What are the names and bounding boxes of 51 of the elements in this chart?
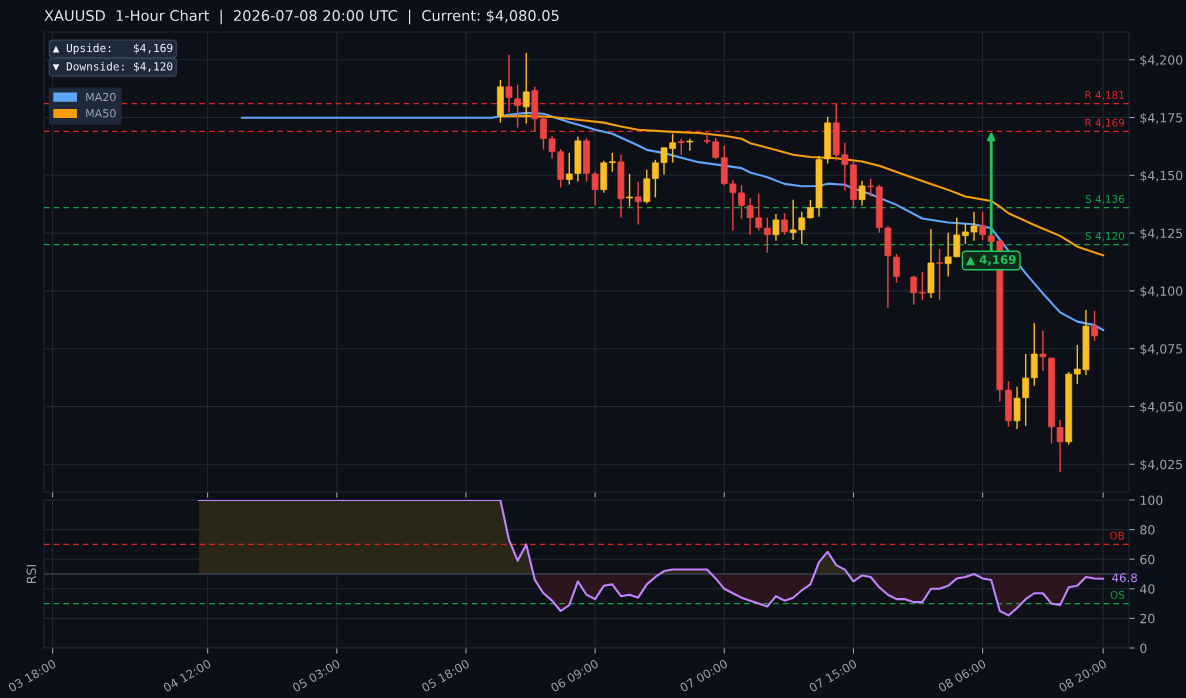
candlestick	[781, 212, 788, 236]
candlestick	[1056, 419, 1064, 473]
y-tick-label: $4,150	[1140, 170, 1183, 182]
y-tick-label: 80	[1140, 525, 1155, 535]
candlestick	[979, 211, 986, 241]
annotation: ▼ Downside: $4,120	[52, 61, 173, 73]
candlestick	[858, 180, 866, 207]
legend-label: MA50	[86, 109, 116, 118]
candlestick	[1030, 322, 1038, 387]
candlestick	[936, 248, 943, 301]
y-axis-title: RSI	[26, 565, 37, 583]
chart-title: XAUUSD 1-Hour Chart | 2026-07-08 20:00 UTC | Current: $4,080.05	[44, 9, 559, 25]
candlestick	[1013, 386, 1021, 430]
y-tick-label: $4,175	[1140, 112, 1183, 125]
y-tick-label: $4,125	[1140, 228, 1183, 240]
candlestick	[772, 213, 780, 242]
y-tick-label: 100	[1140, 495, 1163, 505]
ref-line-label: OB	[1110, 531, 1125, 540]
annotation: ▲ Upside: $4,169	[52, 43, 173, 55]
candlestick	[893, 253, 900, 284]
candlestick	[1022, 353, 1030, 427]
y-tick-label: $4,025	[1140, 459, 1183, 471]
y-tick-label: 40	[1140, 584, 1155, 594]
ref-line-label: S 4,120	[1085, 231, 1125, 241]
candlestick	[514, 84, 521, 129]
candlestick	[626, 173, 633, 208]
candlestick	[686, 138, 694, 152]
y-tick-label: $4,200	[1140, 54, 1183, 67]
y-tick-label: 60	[1140, 554, 1155, 565]
candlestick	[608, 152, 616, 173]
candlestick	[910, 275, 918, 306]
candlestick	[1039, 329, 1047, 372]
ref-line-label: R 4,181	[1085, 90, 1124, 100]
y-tick-label: $4,075	[1140, 343, 1183, 356]
candlestick	[763, 217, 771, 254]
ref-line-label: S 4,136	[1085, 195, 1125, 204]
candlestick	[522, 52, 530, 125]
candlestick	[1091, 310, 1098, 342]
ref-line-label: R 4,169	[1085, 118, 1125, 128]
y-tick-label: $4,050	[1140, 401, 1183, 414]
candlestick	[634, 181, 642, 226]
annotation: 46.8	[1112, 573, 1137, 583]
y-tick-label: $4,100	[1140, 286, 1183, 298]
ref-line-label: OS	[1110, 590, 1125, 599]
candlestick	[643, 169, 651, 205]
y-tick-label: 0	[1140, 643, 1147, 653]
annotation: ▲ 4,169	[965, 255, 1016, 266]
candlestick	[505, 53, 513, 114]
legend-label: MA20	[86, 92, 116, 102]
y-tick-label: 20	[1140, 613, 1155, 624]
candlestick	[918, 271, 926, 301]
